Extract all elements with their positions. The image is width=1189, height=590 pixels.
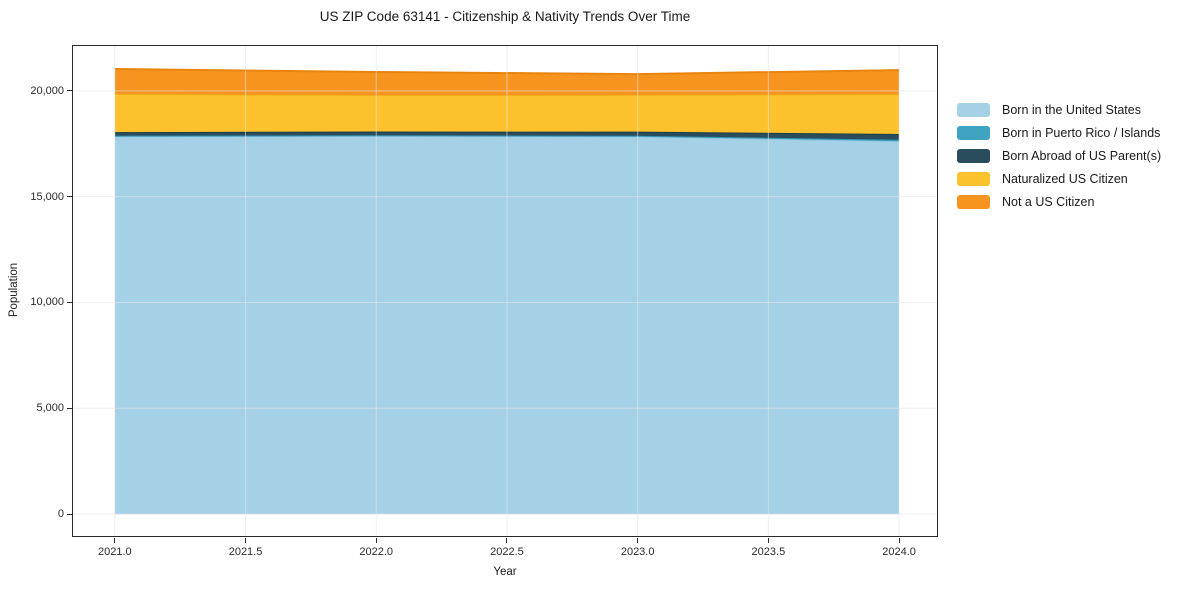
legend-item: Born in Puerto Rico / Islands (957, 126, 1161, 140)
plot-area (72, 45, 938, 537)
legend-swatch (957, 149, 990, 163)
x-tick-mark (114, 538, 116, 543)
legend-swatch (957, 195, 990, 209)
legend-item: Naturalized US Citizen (957, 172, 1161, 186)
y-tick-mark (67, 196, 72, 198)
x-tick-label: 2021.0 (97, 546, 132, 558)
x-tick-label: 2022.5 (490, 546, 524, 558)
legend-item: Not a US Citizen (957, 195, 1161, 209)
x-tick-mark (245, 538, 247, 543)
chart-title: US ZIP Code 63141 - Citizenship & Nativi… (319, 9, 691, 24)
legend-label: Born in Puerto Rico / Islands (1002, 126, 1161, 140)
legend-swatch (957, 172, 990, 186)
area-3 (114, 131, 900, 140)
x-tick-label: 2024.0 (882, 546, 916, 558)
y-axis-title: Population (8, 262, 20, 318)
x-axis-title: Year (493, 566, 517, 578)
y-tick-mark (67, 513, 72, 515)
legend: Born in the United States Born in Puerto… (957, 103, 1161, 209)
legend-item: Born Abroad of US Parent(s) (957, 149, 1161, 163)
x-tick-label: 2022.0 (359, 546, 394, 558)
y-tick-mark (67, 301, 72, 303)
legend-swatch (957, 103, 990, 117)
y-tick-mark (67, 90, 72, 92)
x-tick-label: 2023.5 (751, 546, 786, 558)
legend-label: Born in the United States (1002, 103, 1141, 117)
stacked-area-chart (73, 46, 937, 536)
y-tick-label: 20,000 (30, 84, 64, 97)
x-tick-mark (506, 538, 508, 543)
y-tick-label: 0 (57, 508, 64, 521)
x-tick-mark (375, 538, 377, 543)
x-tick-label: 2021.5 (228, 546, 263, 558)
y-tick-label: 5,000 (36, 402, 64, 415)
legend-label: Born Abroad of US Parent(s) (1002, 149, 1162, 163)
y-tick-label: 10,000 (30, 296, 64, 309)
y-tick-label: 15,000 (30, 190, 64, 203)
y-tick-mark (67, 407, 72, 409)
x-tick-mark (898, 538, 900, 543)
x-tick-mark (637, 538, 639, 543)
x-tick-label: 2023.0 (620, 546, 655, 558)
legend-label: Not a US Citizen (1002, 195, 1095, 209)
x-tick-mark (767, 538, 769, 543)
legend-swatch (957, 126, 990, 140)
legend-label: Naturalized US Citizen (1002, 172, 1128, 186)
legend-item: Born in the United States (957, 103, 1161, 117)
